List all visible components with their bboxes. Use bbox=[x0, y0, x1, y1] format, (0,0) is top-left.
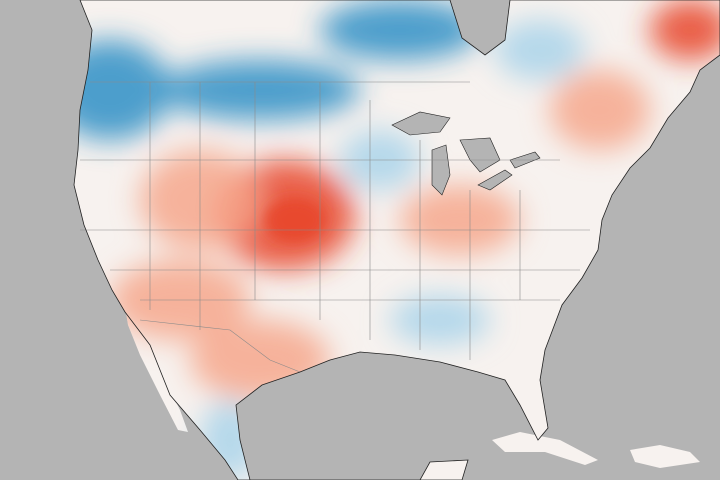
cool-anomaly-quebec bbox=[495, 20, 585, 80]
cool-anomaly-southeast bbox=[390, 295, 490, 345]
warm-anomaly-northeast bbox=[550, 70, 650, 150]
warm-anomaly-core bbox=[265, 198, 325, 242]
cool-anomaly-northern-plains bbox=[160, 60, 360, 120]
cool-anomaly-canada bbox=[320, 0, 480, 60]
warm-anomaly-newfoundland bbox=[650, 0, 720, 60]
warm-anomaly-ohio-valley bbox=[400, 185, 520, 255]
state-borders bbox=[80, 81, 590, 373]
great-lakes bbox=[391, 111, 541, 196]
